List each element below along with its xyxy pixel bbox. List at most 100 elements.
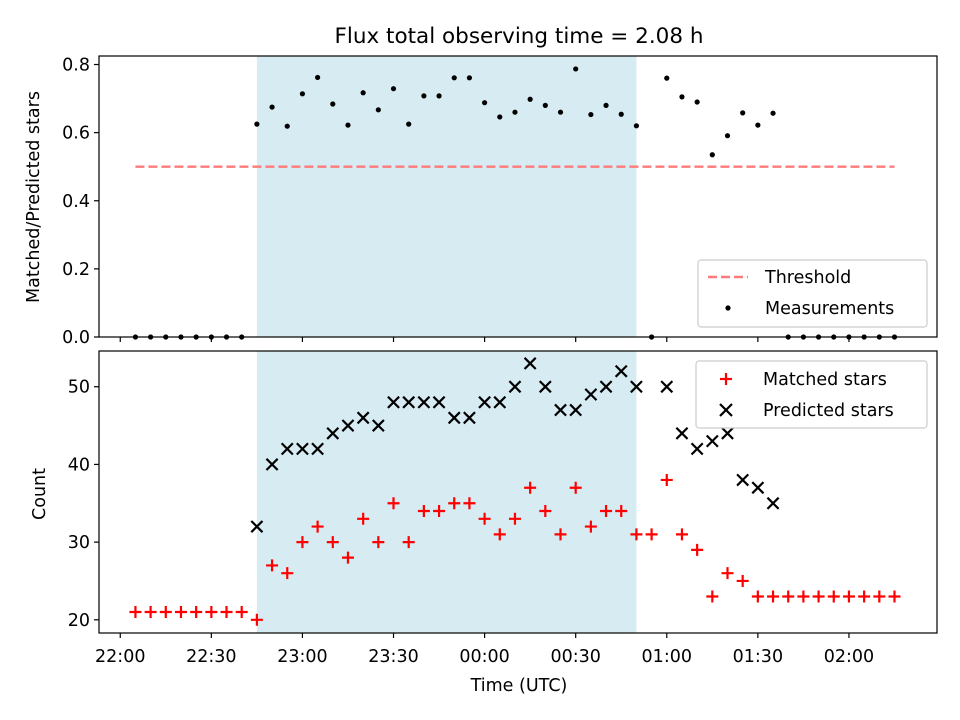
matched-star-marker: [478, 512, 491, 525]
top-legend-box: [697, 259, 928, 328]
bottom-legend: Matched stars Predicted stars: [695, 360, 928, 429]
predicted-star-marker: [280, 442, 294, 456]
predicted-star-marker: [630, 380, 643, 394]
chart-title: Flux total observing time = 2.08 h: [335, 24, 704, 49]
measurement-point: [451, 75, 457, 81]
predicted-star-marker: [311, 442, 324, 456]
bottom-y-tick-label: 40: [68, 455, 90, 475]
matched-star-marker: [539, 505, 552, 518]
measurement-point: [284, 123, 290, 129]
x-tick-label: 23:00: [277, 647, 327, 667]
top-y-tick-label: 0.0: [62, 328, 90, 348]
matched-star-marker: [250, 613, 263, 626]
predicted-star-marker: [387, 395, 400, 409]
measurement-point: [603, 102, 609, 108]
x-tick-label: 01:30: [733, 647, 783, 667]
matched-star-marker: [220, 606, 233, 619]
matched-star-marker: [827, 590, 840, 603]
matched-star-marker: [144, 606, 157, 619]
measurement-point: [588, 111, 594, 118]
predicted-star-marker: [417, 395, 431, 409]
matched-star-marker: [554, 528, 567, 541]
bottom-y-axis-label: Count: [30, 468, 50, 520]
matched-star-marker: [296, 536, 309, 549]
predicted-star-marker: [432, 395, 446, 409]
bottom-panel: 20 30 40 50 22:00 22:30 23:00 23:30 00:00 00:30 0…: [30, 350, 938, 696]
measurement-point: [390, 86, 397, 92]
x-tick-label: 02:00: [824, 647, 874, 667]
predicted-star-marker: [736, 473, 750, 487]
matched-star-marker: [433, 505, 446, 518]
matched-star-marker: [888, 590, 901, 603]
measurement-point: [497, 114, 503, 120]
x-tick-label: 00:00: [459, 647, 509, 667]
top-y-axis-label: Matched/Predicted stars: [24, 91, 44, 303]
measurement-point: [406, 121, 412, 127]
matched-star-marker: [630, 528, 643, 541]
measurements-legend-label: Measurements: [765, 299, 894, 319]
predicted-star-marker: [751, 481, 765, 495]
bottom-y-tick-label: 20: [68, 611, 90, 631]
matched-star-marker: [615, 505, 628, 518]
matched-star-marker: [873, 590, 886, 603]
bottom-x-axis-ticks: 22:00 22:30 23:00 23:30 00:00 00:30 01:00 01:30…: [95, 633, 874, 667]
matched-star-marker: [782, 590, 795, 603]
bottom-y-axis-ticks: 20 30 40 50: [68, 378, 99, 631]
measurement-point: [482, 100, 488, 106]
matched-star-marker: [842, 590, 855, 603]
predicted-star-marker: [584, 388, 598, 401]
matched-star-marker: [691, 543, 704, 556]
measurement-point: [770, 110, 776, 116]
bottom-plot-frame: [98, 350, 938, 634]
predicted-star-marker: [508, 380, 522, 394]
predicted-star-marker: [523, 357, 537, 370]
top-plot-frame: [98, 55, 938, 338]
matched-star-marker: [311, 520, 324, 533]
matched-star-marker: [812, 590, 825, 603]
x-tick-label: 00:30: [550, 647, 600, 667]
matched-star-marker: [159, 606, 172, 619]
predicted-star-marker: [356, 411, 370, 425]
predicted-stars-points: [250, 357, 780, 533]
matched-star-marker: [858, 590, 871, 603]
measurement-point: [664, 75, 670, 81]
measurement-point: [573, 66, 579, 72]
measurement-point: [360, 90, 366, 96]
measurement-point: [527, 96, 533, 102]
predicted-star-marker: [614, 364, 628, 378]
predicted-star-marker: [721, 426, 734, 440]
top-y-tick-label: 0.6: [62, 124, 90, 144]
measurement-point: [299, 91, 306, 97]
matched-star-marker: [463, 497, 476, 510]
predicted-star-marker: [478, 395, 491, 409]
measurement-point: [375, 107, 381, 113]
matched-star-marker: [235, 606, 248, 619]
predicted-star-marker: [675, 426, 689, 440]
predicted-star-marker: [554, 403, 567, 417]
matched-star-marker: [508, 512, 521, 525]
measurement-point: [315, 74, 321, 81]
predicted-star-marker: [296, 442, 309, 456]
measurement-point: [421, 93, 427, 99]
matched-star-marker: [645, 528, 658, 541]
predicted-star-marker: [265, 458, 279, 471]
predicted-star-marker: [705, 434, 719, 448]
matched-star-marker: [706, 590, 719, 603]
predicted-star-marker: [660, 380, 674, 394]
measurement-point: [512, 109, 518, 115]
measurement-point: [330, 101, 336, 107]
predicted-star-marker: [463, 411, 476, 425]
matched-star-marker: [584, 520, 597, 533]
predicted-star-marker: [371, 419, 385, 432]
matched-star-marker: [372, 536, 385, 549]
bottom-observing-span: [256, 351, 637, 633]
measurement-point: [269, 104, 275, 110]
matched-star-marker: [721, 567, 734, 580]
top-y-axis-ticks: 0.0 0.2 0.4 0.6 0.8: [62, 56, 99, 348]
measurement-point: [345, 122, 351, 128]
measurement-point: [436, 93, 442, 99]
predicted-star-marker: [599, 380, 613, 394]
measurement-point: [755, 122, 761, 128]
matched-star-marker: [205, 606, 218, 619]
